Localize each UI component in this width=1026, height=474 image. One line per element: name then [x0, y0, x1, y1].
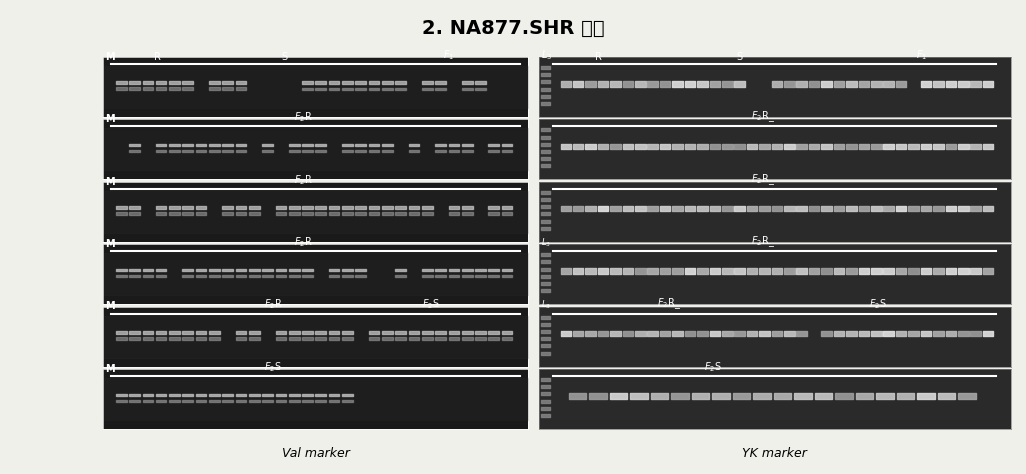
- Text: $F_2$R_: $F_2$R_: [751, 109, 775, 124]
- Text: $F_1$: $F_1$: [916, 48, 928, 62]
- Text: $F_2$S: $F_2$S: [265, 360, 282, 374]
- Text: $L_3$: $L_3$: [541, 237, 551, 249]
- Text: R: R: [595, 52, 602, 62]
- Text: $F_2$R: $F_2$R: [294, 173, 313, 186]
- Text: $F_2$R: $F_2$R: [294, 110, 313, 124]
- Text: $L_3$: $L_3$: [541, 299, 551, 311]
- Text: $F_1$: $F_1$: [443, 48, 455, 62]
- Text: $F_2$S: $F_2$S: [422, 298, 440, 311]
- Text: M: M: [105, 239, 114, 249]
- Text: M: M: [105, 52, 114, 62]
- Text: $F_2$R: $F_2$R: [294, 235, 313, 249]
- Text: $L_3$: $L_3$: [541, 48, 552, 62]
- Text: YK marker: YK marker: [742, 447, 807, 460]
- Text: M: M: [105, 176, 114, 186]
- Text: S: S: [737, 52, 743, 62]
- Text: $F_2$R_: $F_2$R_: [751, 172, 775, 186]
- Text: Val marker: Val marker: [281, 447, 350, 460]
- Text: M: M: [105, 114, 114, 124]
- Text: $F_2$R_: $F_2$R_: [751, 234, 775, 249]
- Text: $F_2$R_: $F_2$R_: [657, 297, 680, 311]
- Text: 2. NA877.SHR 집단: 2. NA877.SHR 집단: [422, 19, 604, 38]
- Text: $F_2$R: $F_2$R: [265, 298, 283, 311]
- Text: $F_2$S: $F_2$S: [869, 298, 886, 311]
- Text: $F_2$S: $F_2$S: [704, 360, 721, 374]
- Text: M: M: [105, 364, 114, 374]
- Text: M: M: [105, 301, 114, 311]
- Text: S: S: [281, 52, 287, 62]
- Text: R: R: [154, 52, 161, 62]
